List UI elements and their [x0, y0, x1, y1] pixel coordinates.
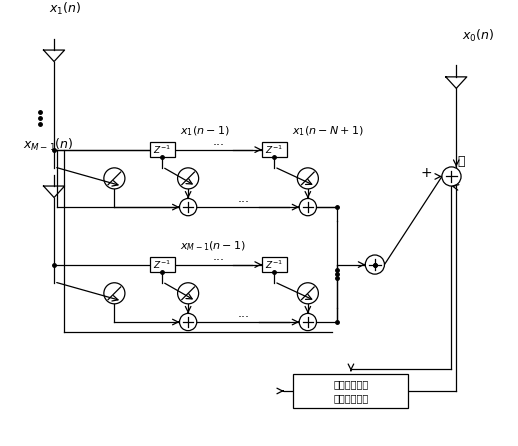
Text: $x_0(n)$: $x_0(n)$: [462, 28, 494, 44]
Text: $x_1(n-1)$: $x_1(n-1)$: [180, 124, 229, 138]
Text: ...: ...: [212, 135, 224, 148]
Text: $Z^{-1}$: $Z^{-1}$: [153, 144, 171, 156]
Circle shape: [299, 314, 316, 330]
Circle shape: [297, 283, 319, 304]
Text: ...: ...: [237, 192, 249, 205]
Text: －: －: [457, 155, 465, 168]
Text: ...: ...: [212, 250, 224, 263]
Text: +: +: [421, 165, 433, 180]
Circle shape: [178, 168, 199, 189]
Bar: [150, 257, 175, 272]
Circle shape: [297, 168, 319, 189]
Bar: [262, 257, 287, 272]
Bar: [150, 142, 175, 157]
Text: $Z^{-1}$: $Z^{-1}$: [265, 144, 283, 156]
Bar: [294, 374, 408, 408]
Circle shape: [365, 255, 384, 274]
Text: 重定时延时最
小均方滤波器: 重定时延时最 小均方滤波器: [333, 379, 369, 403]
Text: $x_1(n)$: $x_1(n)$: [49, 1, 81, 17]
Circle shape: [178, 283, 199, 304]
Text: $x_1(n-N+1)$: $x_1(n-N+1)$: [292, 124, 363, 138]
Text: $Z^{-1}$: $Z^{-1}$: [153, 258, 171, 271]
Text: ...: ...: [237, 307, 249, 320]
Circle shape: [104, 283, 125, 304]
Circle shape: [180, 314, 197, 330]
Circle shape: [442, 167, 461, 186]
Text: $x_{M-1}(n)$: $x_{M-1}(n)$: [23, 137, 74, 153]
Circle shape: [104, 168, 125, 189]
Circle shape: [299, 198, 316, 216]
Bar: [262, 142, 287, 157]
Circle shape: [180, 198, 197, 216]
Text: $x_{M-1}(n-1)$: $x_{M-1}(n-1)$: [180, 240, 246, 253]
Text: $Z^{-1}$: $Z^{-1}$: [265, 258, 283, 271]
